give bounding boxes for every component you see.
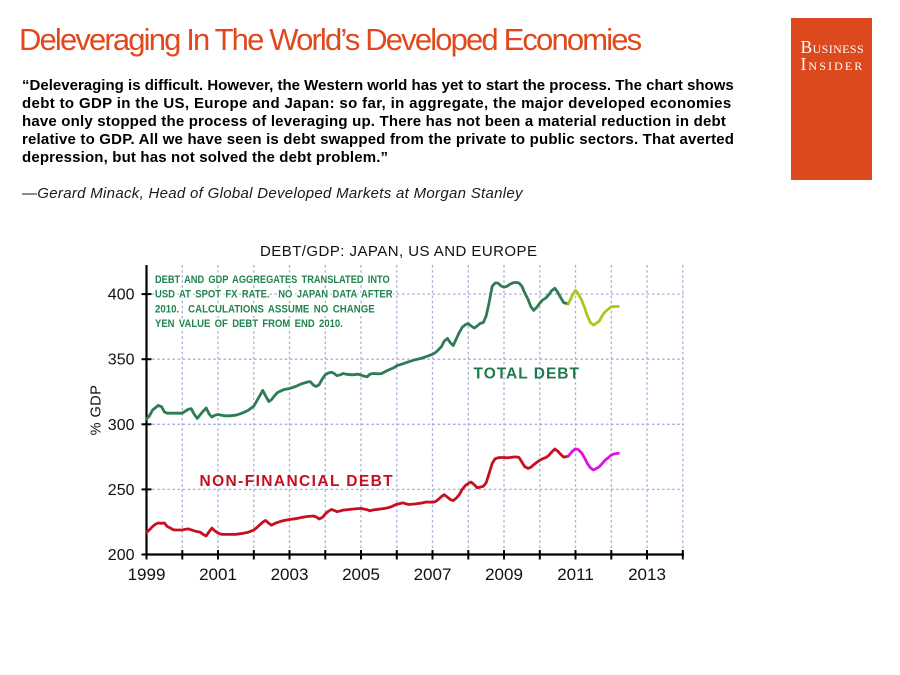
- svg-text:% GDP: % GDP: [89, 385, 105, 436]
- svg-text:2009: 2009: [485, 565, 523, 584]
- svg-text:1999: 1999: [128, 565, 166, 584]
- svg-text:2005: 2005: [342, 565, 380, 584]
- svg-text:2007: 2007: [414, 565, 452, 584]
- svg-text:400: 400: [108, 287, 135, 304]
- svg-text:2003: 2003: [271, 565, 309, 584]
- svg-text:350: 350: [108, 352, 135, 369]
- svg-text:2010. CALCULATIONS ASSUME NO: 2010. CALCULATIONS ASSUME NO CHANGE: [155, 304, 375, 316]
- svg-text:2011: 2011: [557, 565, 594, 584]
- svg-text:300: 300: [108, 417, 135, 434]
- svg-text:250: 250: [108, 482, 135, 499]
- svg-text:DEBT/GDP: JAPAN, US AND EUROPE: DEBT/GDP: JAPAN, US AND EUROPE: [260, 243, 537, 260]
- svg-text:USD AT SPOT FX RATE. NO JAPAN: USD AT SPOT FX RATE. NO JAPAN DATA AFTER: [155, 289, 393, 301]
- svg-text:2013: 2013: [628, 565, 666, 584]
- svg-text:200: 200: [108, 547, 135, 564]
- svg-text:2001: 2001: [199, 565, 237, 584]
- svg-text:NON-FINANCIAL DEBT: NON-FINANCIAL DEBT: [200, 473, 395, 490]
- svg-text:TOTAL DEBT: TOTAL DEBT: [474, 366, 580, 383]
- svg-text:DEBT AND GDP AGGREGATES TRANSL: DEBT AND GDP AGGREGATES TRANSLATED INTO: [155, 274, 390, 286]
- svg-text:YEN VALUE OF DEBT FROM END 201: YEN VALUE OF DEBT FROM END 2010.: [155, 319, 343, 331]
